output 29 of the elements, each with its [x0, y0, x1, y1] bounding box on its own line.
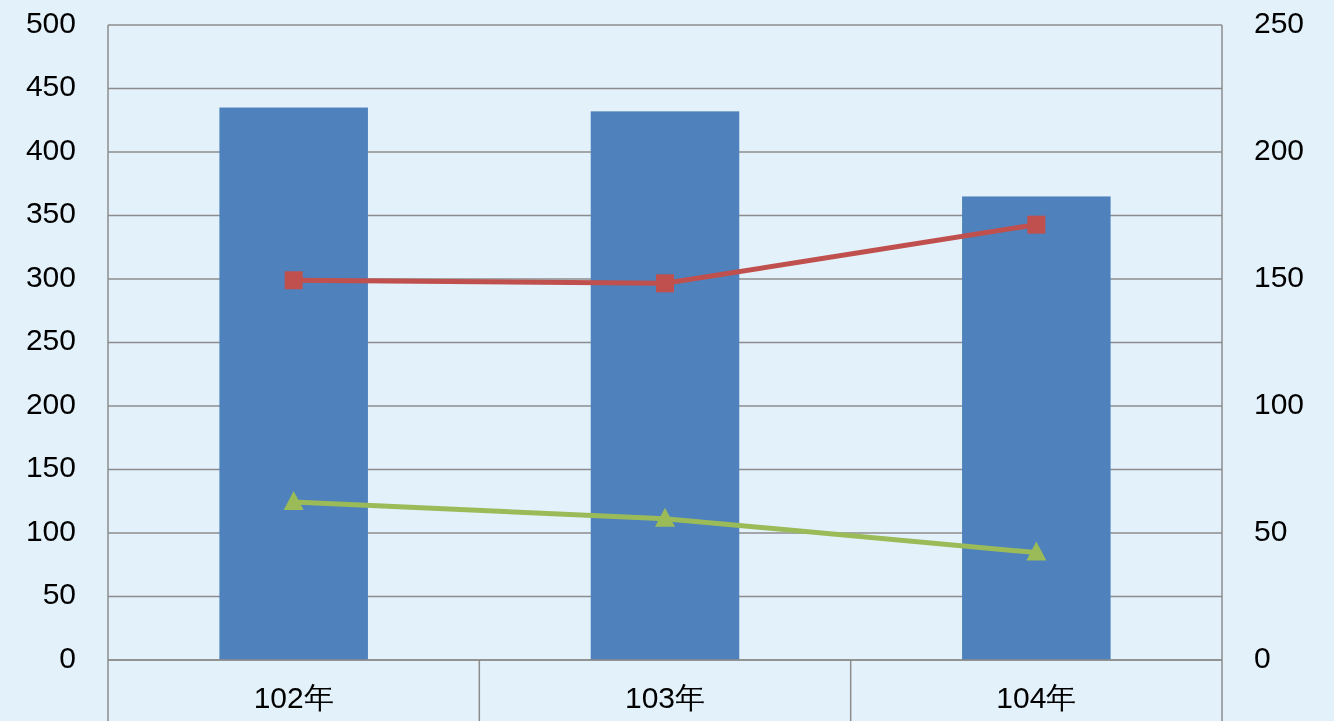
y-tick-label: 250 — [25, 323, 76, 357]
y-tick-label: 300 — [25, 259, 76, 293]
y-tick-label: 400 — [25, 132, 76, 166]
x-tick-label: 103年 — [624, 680, 706, 714]
x-tick-label: 102年 — [253, 680, 334, 714]
point — [283, 491, 304, 511]
point — [1027, 215, 1046, 234]
point — [1026, 541, 1047, 561]
y-tick-label: 450 — [25, 69, 76, 103]
point — [656, 274, 674, 293]
y-tick-label: 500 — [25, 5, 76, 39]
y2-tick-label: 100 — [1254, 386, 1305, 420]
point — [655, 507, 675, 527]
bar — [219, 107, 368, 660]
bar — [590, 111, 740, 660]
y2-tick-label: 50 — [1254, 513, 1288, 547]
y-tick-label: 100 — [25, 513, 76, 547]
y-tick-label: 150 — [25, 450, 76, 484]
y-tick-label: 0 — [59, 640, 76, 674]
y2-tick-label: 250 — [1254, 5, 1305, 39]
y2-tick-label: 150 — [1254, 259, 1305, 293]
y2-tick-label: 200 — [1254, 132, 1305, 166]
y-tick-label: 350 — [25, 196, 76, 230]
y-tick-label: 200 — [25, 386, 76, 420]
y2-tick-label: 0 — [1254, 640, 1271, 674]
y-tick-label: 50 — [42, 577, 76, 611]
bar — [962, 196, 1111, 660]
x-tick-label: 104年 — [996, 680, 1077, 714]
point — [284, 271, 303, 290]
